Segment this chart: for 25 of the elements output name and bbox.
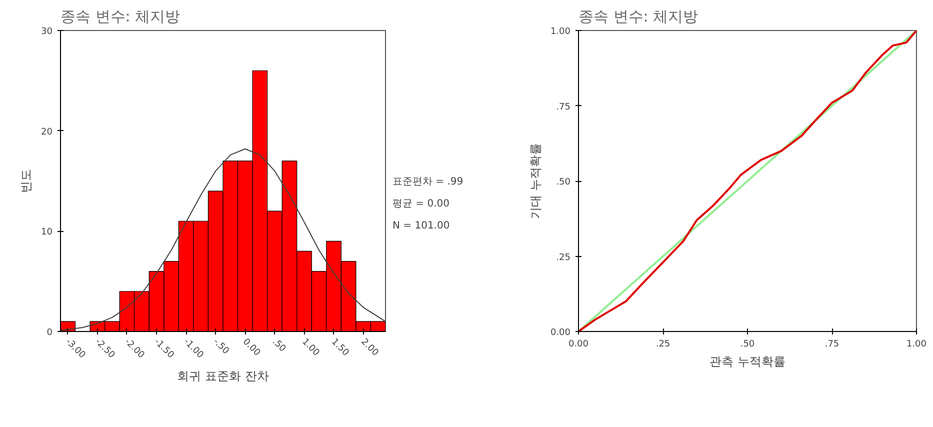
x-tick-label: .50 <box>270 337 288 354</box>
x-tick-label: -.50 <box>211 337 231 357</box>
chart-title: 종속 변수: 체지방 <box>578 8 698 26</box>
x-tick-label: 0.00 <box>568 340 589 350</box>
y-tick-label: .25 <box>556 252 571 263</box>
y-tick-label: 1.00 <box>550 27 571 37</box>
x-tick-label: 1.00 <box>906 340 927 350</box>
text: N = 101.00 <box>392 220 450 232</box>
y-axis-title: 기대 누적확률 <box>528 143 542 219</box>
y-tick-label: 30 <box>41 27 53 37</box>
y-tick-label: 0.00 <box>550 328 571 338</box>
y-tick-label: 10 <box>41 228 53 238</box>
text: 표준편차 = .99 <box>392 176 464 188</box>
y-tick-label: .75 <box>556 102 571 112</box>
x-tick-label: .75 <box>824 340 840 350</box>
y-tick-label: .50 <box>556 178 571 188</box>
x-tick-label: .25 <box>656 340 670 350</box>
y-tick-label: 0 <box>46 328 53 338</box>
chart-title: 종속 변수: 체지방 <box>60 8 180 26</box>
x-tick-label: .50 <box>740 340 755 350</box>
text: 평균 = 0.00 <box>392 198 450 210</box>
y-tick-label: 20 <box>41 127 53 138</box>
y-axis-title: 빈도 <box>19 169 34 193</box>
x-axis-title: 회귀 표준화 잔차 <box>177 368 269 383</box>
x-axis-title: 관측 누적확률 <box>710 354 786 368</box>
